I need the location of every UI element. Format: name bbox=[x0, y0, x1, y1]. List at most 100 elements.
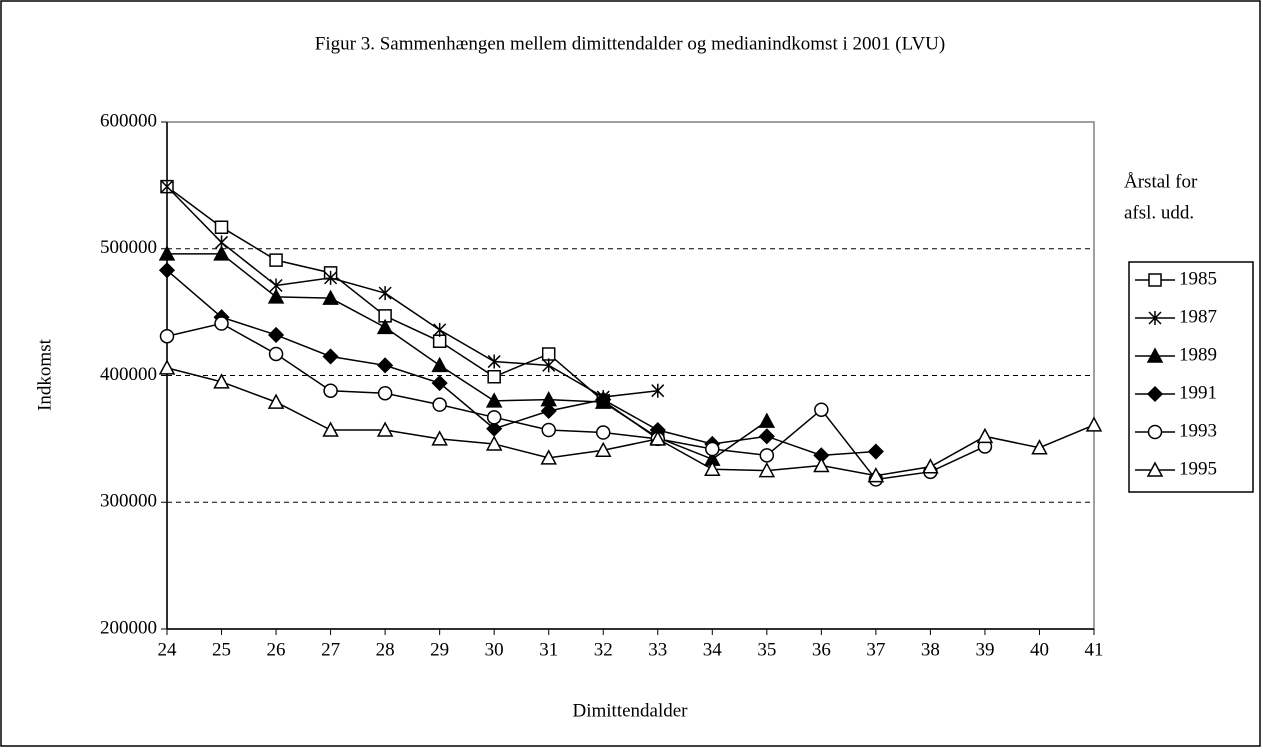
y-tick-label: 500000 bbox=[100, 237, 157, 258]
marker bbox=[158, 262, 176, 279]
marker bbox=[485, 392, 503, 408]
legend-box bbox=[1128, 261, 1254, 493]
marker bbox=[433, 322, 447, 337]
legend-marker bbox=[1148, 273, 1162, 287]
marker bbox=[922, 458, 939, 474]
x-tick-label: 39 bbox=[975, 639, 994, 660]
marker bbox=[758, 461, 776, 478]
marker bbox=[595, 425, 611, 440]
x-tick-label: 29 bbox=[430, 639, 449, 660]
series-line bbox=[166, 367, 1095, 477]
marker bbox=[214, 316, 229, 331]
marker bbox=[432, 397, 447, 412]
marker bbox=[267, 288, 285, 304]
y-tick-label: 600000 bbox=[100, 110, 157, 131]
marker bbox=[651, 383, 665, 398]
legend-title: afsl. udd. bbox=[1124, 202, 1194, 223]
x-tick-label: 38 bbox=[921, 639, 940, 660]
marker bbox=[976, 427, 994, 444]
marker bbox=[1031, 439, 1048, 455]
legend-label: 1991 bbox=[1179, 382, 1217, 403]
marker bbox=[432, 334, 447, 349]
marker bbox=[485, 435, 503, 451]
legend-marker bbox=[1146, 461, 1164, 477]
marker bbox=[322, 348, 339, 365]
marker bbox=[541, 422, 556, 438]
y-axis-label: Indkomst bbox=[34, 338, 55, 411]
marker bbox=[759, 448, 775, 463]
marker bbox=[542, 358, 556, 373]
marker bbox=[867, 443, 884, 460]
x-tick-label: 34 bbox=[703, 639, 723, 660]
series-line bbox=[166, 269, 876, 457]
y-tick-label: 300000 bbox=[100, 491, 157, 512]
marker bbox=[431, 375, 448, 392]
x-tick-label: 36 bbox=[812, 639, 831, 660]
marker bbox=[324, 270, 338, 285]
chart-title: Figur 3. Sammenhængen mellem dimittendal… bbox=[315, 33, 945, 54]
legend-label: 1993 bbox=[1179, 420, 1217, 441]
marker bbox=[376, 318, 394, 335]
marker bbox=[378, 309, 392, 323]
marker bbox=[758, 428, 775, 445]
marker bbox=[486, 410, 502, 425]
marker bbox=[158, 245, 176, 261]
marker bbox=[814, 402, 829, 417]
x-tick-label: 41 bbox=[1085, 639, 1104, 660]
legend-marker bbox=[1148, 311, 1162, 325]
marker bbox=[159, 328, 175, 344]
marker bbox=[322, 421, 339, 437]
x-axis-label: Dimittendalder bbox=[572, 700, 688, 721]
legend-label: 1985 bbox=[1179, 268, 1217, 289]
marker bbox=[649, 430, 667, 446]
marker bbox=[487, 370, 501, 384]
marker bbox=[431, 430, 448, 446]
marker bbox=[377, 357, 394, 374]
marker bbox=[595, 391, 612, 408]
marker bbox=[594, 441, 612, 458]
marker bbox=[758, 412, 776, 428]
marker bbox=[323, 383, 338, 398]
x-tick-label: 25 bbox=[212, 639, 231, 660]
marker bbox=[160, 179, 174, 194]
marker bbox=[541, 347, 556, 361]
marker bbox=[214, 220, 229, 234]
marker bbox=[431, 356, 448, 373]
series-line bbox=[166, 186, 658, 398]
x-tick-label: 30 bbox=[485, 639, 504, 660]
marker bbox=[813, 456, 830, 473]
series-line bbox=[166, 186, 659, 440]
series-line bbox=[166, 322, 986, 481]
marker bbox=[704, 460, 721, 477]
marker bbox=[267, 326, 285, 344]
marker bbox=[540, 402, 557, 420]
marker bbox=[213, 373, 230, 389]
x-tick-label: 24 bbox=[158, 639, 178, 660]
marker bbox=[705, 441, 720, 457]
x-tick-label: 31 bbox=[539, 639, 558, 660]
x-tick-label: 35 bbox=[757, 639, 776, 660]
x-tick-label: 32 bbox=[594, 639, 613, 660]
legend-marker bbox=[1147, 424, 1163, 440]
legend-title: Årstal for bbox=[1124, 171, 1198, 192]
marker bbox=[268, 346, 284, 362]
marker bbox=[158, 359, 176, 375]
y-tick-label: 200000 bbox=[100, 617, 157, 638]
marker bbox=[378, 286, 392, 301]
marker bbox=[269, 253, 283, 267]
x-tick-label: 27 bbox=[321, 639, 340, 660]
marker bbox=[540, 449, 557, 465]
legend-marker bbox=[1146, 385, 1164, 403]
marker bbox=[377, 386, 393, 401]
x-tick-label: 40 bbox=[1030, 639, 1049, 660]
legend-label: 1987 bbox=[1179, 306, 1217, 327]
legend-label: 1995 bbox=[1179, 458, 1217, 479]
marker bbox=[487, 354, 501, 369]
marker bbox=[1085, 416, 1103, 432]
x-tick-label: 28 bbox=[376, 639, 395, 660]
y-tick-label: 400000 bbox=[100, 364, 157, 385]
marker bbox=[213, 245, 230, 261]
marker bbox=[867, 467, 885, 483]
